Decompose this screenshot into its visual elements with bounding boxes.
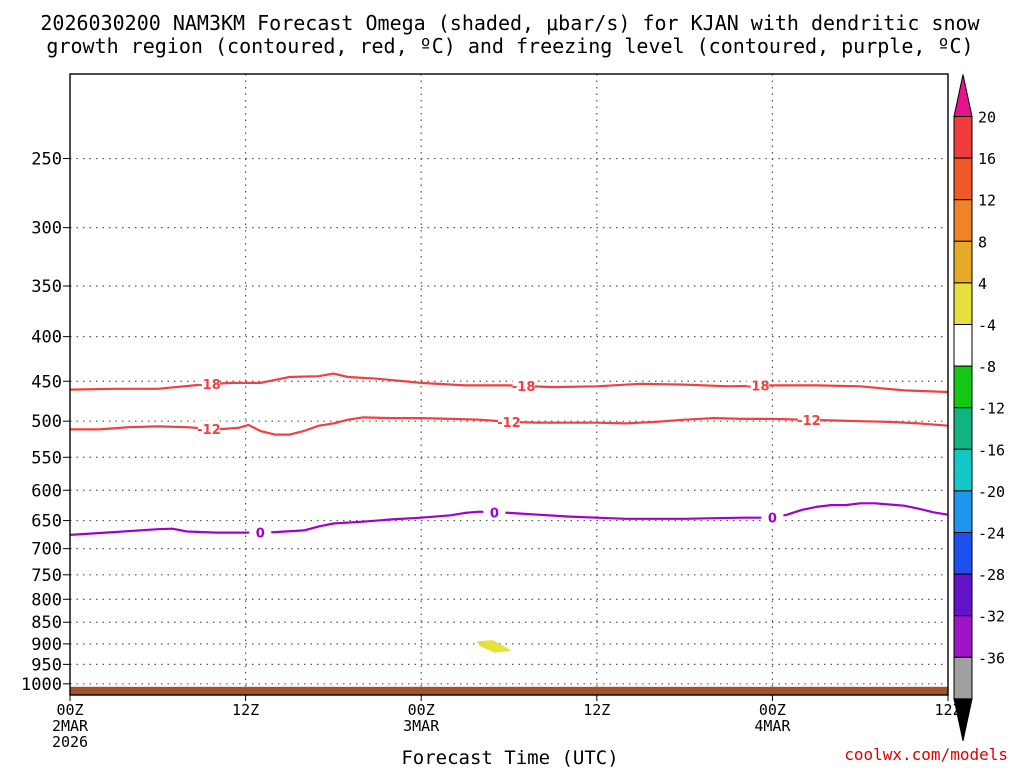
colorbar-segment: [953, 573, 973, 617]
y-tick-label: 1000: [21, 675, 62, 695]
colorbar-level-label: 16: [978, 150, 996, 168]
x-tick-date: 4MAR: [754, 717, 791, 735]
x-tick-label: 00Z: [56, 701, 83, 719]
omega-shaded-region: [476, 640, 512, 653]
colorbar-level-label: -4: [978, 317, 996, 335]
colorbar-level-label: -8: [978, 358, 996, 376]
contour-line-freezing: [69, 502, 949, 536]
contour-line-dendritic: [69, 372, 949, 394]
terrain-band: [70, 686, 948, 695]
x-tick-label: 12Z: [583, 701, 610, 719]
colorbar-level-label: 12: [978, 192, 996, 210]
contour-label-bg: [483, 504, 506, 520]
colorbar-level-label: -36: [978, 649, 1005, 667]
contour-label: 0: [256, 526, 265, 541]
colorbar-segment: [953, 365, 973, 409]
colorbar-level-label: 20: [978, 109, 996, 127]
contour-label-bg: [249, 524, 272, 540]
credit-text: coolwx.com/models: [844, 745, 1008, 764]
y-tick-label: 900: [31, 635, 62, 655]
contour-label-bg: [198, 376, 221, 392]
contour-label: -12: [197, 423, 221, 438]
colorbar-level-label: -32: [978, 608, 1005, 626]
y-tick-label: 300: [31, 219, 62, 239]
contour-line-dendritic: [70, 416, 949, 436]
colorbar-segment: [953, 656, 973, 700]
chart-title-line1: 2026030200 NAM3KM Forecast Omega (shaded…: [40, 11, 980, 35]
y-tick-label: 600: [31, 481, 62, 501]
colorbar-segment: [953, 282, 973, 325]
contour-label: -12: [497, 416, 521, 431]
x-tick-label: 12Z: [934, 701, 961, 719]
x-tick-date: 2MAR: [52, 717, 89, 735]
x-tick-date: 3MAR: [403, 717, 440, 735]
contour-label-bg: [198, 420, 221, 436]
contour-label-bg: [746, 377, 769, 393]
colorbar-segment: [953, 199, 973, 242]
colorbar-segment: [953, 157, 973, 201]
colorbar: 20 16 12 8 4 -4 -8 -12 -16 -20 -24 -28 -32 -36: [953, 74, 1005, 742]
colorbar-level-label: -24: [978, 525, 1005, 543]
y-tick-label: 650: [31, 512, 62, 532]
contour-label: -12: [797, 414, 821, 429]
colorbar-level-label: -12: [978, 400, 1005, 418]
contour-label: -18: [746, 380, 770, 395]
contour-label: -18: [197, 378, 221, 393]
colorbar-level-label: 4: [978, 275, 987, 293]
contour-label-bg: [761, 509, 784, 525]
colorbar-bottom-arrow: [953, 698, 973, 742]
x-axis-title: Forecast Time (UTC): [401, 747, 618, 768]
colorbar-segment: [953, 324, 973, 367]
y-tick-label: 800: [31, 590, 62, 610]
colorbar-level-label: -20: [978, 483, 1005, 501]
chart-title-line2: growth region (contoured, red, ºC) and f…: [46, 34, 973, 58]
colorbar-segment: [953, 116, 973, 159]
colorbar-segment: [953, 407, 973, 450]
plot-area: 2503003504004505005506006507007508008509…: [21, 73, 962, 751]
y-tick-label: 350: [31, 277, 62, 297]
contour-label: -18: [512, 380, 536, 395]
contour-label-bg: [512, 377, 535, 393]
y-tick-label: 250: [31, 150, 62, 170]
x-tick-label: 00Z: [759, 701, 786, 719]
y-tick-label: 850: [31, 613, 62, 633]
contour-label-bg: [498, 413, 520, 429]
y-tick-label: 700: [31, 540, 62, 560]
colorbar-segment: [953, 615, 973, 658]
y-tick-label: 450: [31, 372, 62, 392]
y-tick-label: 400: [31, 328, 62, 348]
x-tick-year: 2026: [52, 733, 88, 751]
y-tick-label: 950: [31, 655, 62, 675]
contour-label: 0: [490, 506, 499, 521]
x-tick-label: 00Z: [408, 701, 435, 719]
colorbar-top-arrow: [953, 74, 973, 117]
contour-label: 0: [768, 512, 777, 527]
colorbar-level-label: -16: [978, 441, 1005, 459]
y-tick-label: 550: [31, 448, 62, 468]
x-tick-label: 12Z: [232, 701, 259, 719]
colorbar-segment: [953, 532, 973, 575]
colorbar-segment: [953, 448, 973, 492]
colorbar-segment: [953, 240, 973, 284]
plot-frame: [69, 73, 949, 696]
colorbar-level-label: 8: [978, 233, 987, 251]
colorbar-segment: [953, 490, 973, 533]
contour-label-bg: [797, 411, 820, 427]
y-tick-label: 750: [31, 566, 62, 586]
colorbar-level-label: -28: [978, 566, 1005, 584]
y-tick-label: 500: [31, 412, 62, 432]
